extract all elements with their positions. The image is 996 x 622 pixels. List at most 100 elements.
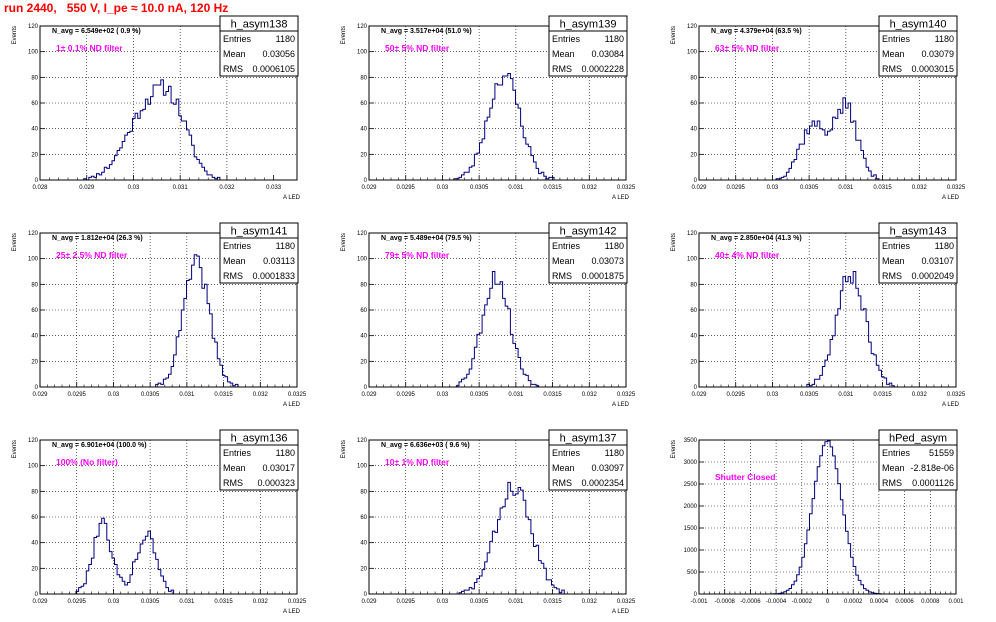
stats-box: h_asym138 Entries 1180 Mean 0.03056 RMS 0.0006… [219, 15, 299, 77]
x-tick-label: 0.032 [912, 185, 928, 191]
stats-key: Mean [223, 49, 246, 59]
x-tick-label: 0.031 [508, 392, 524, 398]
x-tick-label: 0.03 [128, 185, 140, 191]
y-tick-label: 40 [360, 541, 367, 547]
stats-value: 0.0001833 [252, 271, 295, 281]
histogram-panel-h_asym140: 0.029 0.0295 0.03 0.0305 0.031 0.0315 0.032 0.0… [671, 15, 966, 201]
x-tick-label: 0.0008 [921, 599, 940, 605]
x-axis-label: A LED [942, 402, 960, 408]
filter-label: 1± 0.1% ND filter [56, 43, 123, 53]
stats-value: 1180 [605, 34, 624, 44]
navg-text: N_avg = 3.517e+04 (51.0 %) [381, 28, 472, 35]
x-tick-label: 0.0295 [397, 599, 416, 605]
filter-label: 79± 5% ND filter [385, 250, 450, 260]
x-tick-label: 0.0315 [543, 599, 562, 605]
y-axis-label: Events [12, 440, 18, 458]
x-axis-label: A LED [942, 195, 960, 201]
histogram-panel-h_asym141: 0.029 0.0295 0.03 0.0305 0.031 0.0315 0.032 0.0… [12, 222, 307, 408]
y-tick-label: 1500 [684, 526, 698, 532]
stats-key: Entries [882, 34, 911, 44]
x-tick-label: 0.0305 [470, 599, 489, 605]
stats-key: RMS [882, 478, 902, 488]
x-tick-label: 0.031 [179, 599, 195, 605]
filter-label: 63± 5% ND filter [715, 43, 780, 53]
navg-text: N_avg = 5.489e+04 (79.5 %) [381, 235, 472, 242]
x-tick-label: 0.0295 [397, 185, 416, 191]
y-tick-label: 120 [28, 438, 39, 444]
histogram-line [369, 73, 626, 181]
stats-key: Entries [223, 241, 252, 251]
histogram-panel-hPed_asym: -0.001 -0.0008 -0.0006 -0.0004 -0.0002 0 0.000… [671, 429, 964, 605]
filter-label: Shutter Closed [715, 472, 775, 482]
stats-value: -2.818e-06 [910, 463, 954, 473]
stats-key: Mean [882, 463, 905, 473]
stats-value: 0.03113 [263, 256, 295, 266]
y-tick-label: 120 [28, 24, 39, 30]
x-axis-label: A LED [283, 195, 301, 201]
x-tick-label: 0.031 [179, 392, 195, 398]
stats-box: h_asym142 Entries 1180 Mean 0.03073 RMS 0.0001… [548, 222, 628, 284]
stats-box-frame [219, 429, 299, 491]
y-tick-label: 3000 [684, 460, 698, 466]
x-tick-label: 0.032 [582, 185, 598, 191]
y-tick-label: 40 [31, 334, 38, 340]
x-tick-label: 0.0325 [947, 185, 966, 191]
histogram-panel-h_asym139: 0.029 0.0295 0.03 0.0305 0.031 0.0315 0.032 0.0… [341, 15, 636, 201]
x-tick-label: 0.032 [253, 599, 269, 605]
stats-value: 0.000323 [257, 478, 295, 488]
stats-key: Mean [552, 463, 575, 473]
y-tick-label: 40 [360, 127, 367, 133]
y-tick-label: 60 [31, 515, 38, 521]
y-tick-label: 20 [360, 152, 367, 158]
x-tick-label: 0.001 [948, 599, 964, 605]
x-tick-label: 0.0305 [470, 392, 489, 398]
stats-value: 0.03084 [591, 49, 624, 59]
histogram-line [369, 481, 626, 595]
x-tick-label: 0.029 [79, 185, 95, 191]
stats-key: RMS [882, 64, 902, 74]
x-tick-label: 0.029 [361, 599, 377, 605]
y-tick-label: 60 [31, 101, 38, 107]
navg-text: N_avg = 2.850e+04 (41.3 %) [711, 235, 802, 242]
x-tick-label: 0.0325 [288, 599, 307, 605]
y-tick-label: 120 [687, 231, 698, 237]
y-tick-label: 20 [360, 359, 367, 365]
x-tick-label: 0.0305 [800, 392, 819, 398]
stats-box-frame [878, 222, 958, 284]
x-tick-label: -0.0002 [792, 599, 813, 605]
x-tick-label: 0.03 [437, 599, 449, 605]
stats-box-title: h_asym141 [231, 226, 288, 238]
x-tick-label: 0.032 [219, 185, 235, 191]
x-tick-label: 0.0315 [543, 392, 562, 398]
stats-key: RMS [552, 478, 572, 488]
x-axis-label: A LED [612, 609, 630, 615]
stats-value: 0.03079 [921, 49, 954, 59]
stats-value: 1180 [276, 241, 295, 251]
x-tick-label: 0.0006 [895, 599, 914, 605]
stats-value: 1180 [605, 448, 624, 458]
y-axis-label: Events [12, 233, 18, 251]
y-tick-label: 60 [360, 515, 367, 521]
y-tick-label: 120 [28, 231, 39, 237]
x-tick-label: 0.031 [838, 392, 854, 398]
x-tick-label: 0.0305 [141, 599, 160, 605]
filter-label: 25± 2.5% ND filter [56, 250, 128, 260]
stats-box-title: h_asym136 [231, 433, 288, 445]
x-tick-label: 0.0315 [214, 392, 233, 398]
y-axis-label: Events [671, 26, 677, 44]
y-tick-label: 0 [694, 592, 698, 598]
x-tick-label: 0.0315 [873, 392, 892, 398]
stats-box-frame [219, 15, 299, 77]
y-tick-label: 40 [31, 127, 38, 133]
y-tick-label: 0 [35, 592, 39, 598]
x-tick-label: 0.0325 [288, 392, 307, 398]
x-tick-label: 0.031 [508, 185, 524, 191]
histogram-panel-h_asym137: 0.029 0.0295 0.03 0.0305 0.031 0.0315 0.032 0.0… [341, 429, 636, 615]
x-tick-label: 0.03 [108, 599, 120, 605]
stats-key: Entries [223, 34, 252, 44]
navg-text: N_avg = 4.379e+04 (63.5 %) [711, 28, 802, 35]
filter-label: 40± 4% ND filter [715, 250, 780, 260]
x-tick-label: 0.029 [32, 599, 48, 605]
y-tick-label: 100 [28, 50, 39, 56]
